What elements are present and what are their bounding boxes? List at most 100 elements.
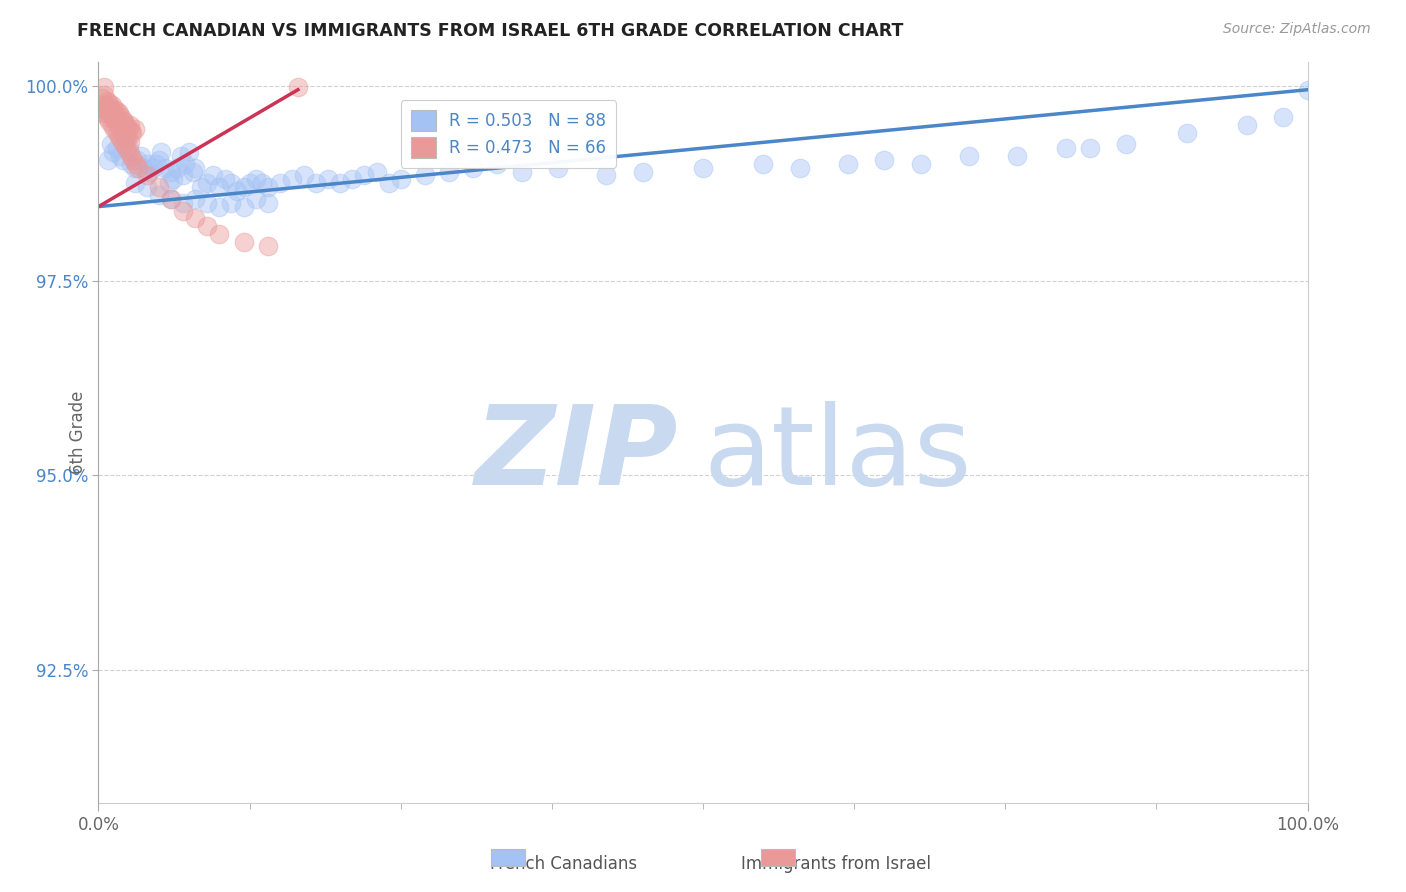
Point — [120, 157, 142, 171]
Text: FRENCH CANADIAN VS IMMIGRANTS FROM ISRAEL 6TH GRADE CORRELATION CHART: FRENCH CANADIAN VS IMMIGRANTS FROM ISRAE… — [77, 22, 904, 40]
Point — [111, 126, 134, 140]
FancyBboxPatch shape — [492, 849, 526, 866]
Point — [547, 161, 569, 175]
Point — [98, 95, 121, 110]
Text: French Canadians: French Canadians — [491, 855, 637, 872]
Point — [208, 200, 231, 214]
Point — [127, 153, 149, 167]
Point — [1007, 149, 1029, 163]
Point — [208, 180, 231, 194]
Point — [124, 121, 146, 136]
Point — [437, 164, 460, 178]
Point — [118, 135, 141, 149]
Point — [148, 188, 170, 202]
Point — [413, 169, 436, 183]
Point — [305, 176, 328, 190]
Point — [232, 200, 254, 214]
Point — [114, 133, 136, 147]
Point — [138, 164, 160, 178]
Point — [129, 149, 152, 163]
Text: Source: ZipAtlas.com: Source: ZipAtlas.com — [1223, 22, 1371, 37]
Point — [121, 126, 143, 140]
Point — [132, 161, 155, 175]
Text: ZIP: ZIP — [475, 401, 679, 508]
Point — [195, 219, 218, 233]
Point — [281, 172, 304, 186]
Point — [250, 176, 273, 190]
Point — [104, 106, 127, 120]
Point — [957, 149, 980, 163]
Point — [112, 114, 135, 128]
Point — [256, 238, 278, 252]
Point — [232, 180, 254, 194]
Point — [101, 145, 124, 159]
Point — [107, 110, 129, 124]
Point — [117, 133, 139, 147]
Point — [148, 180, 170, 194]
Point — [232, 235, 254, 249]
Point — [226, 184, 249, 198]
Point — [108, 114, 131, 128]
Point — [148, 153, 170, 167]
Point — [292, 169, 315, 183]
Point — [214, 172, 236, 186]
Text: atlas: atlas — [703, 401, 972, 508]
Point — [127, 161, 149, 175]
Point — [486, 157, 509, 171]
Point — [118, 145, 141, 159]
Point — [91, 90, 114, 104]
Point — [96, 106, 118, 120]
Point — [353, 169, 375, 183]
Point — [190, 180, 212, 194]
Legend: R = 0.503   N = 88, R = 0.473   N = 66: R = 0.503 N = 88, R = 0.473 N = 66 — [401, 101, 616, 168]
Point — [366, 164, 388, 178]
Point — [221, 176, 243, 190]
Point — [342, 172, 364, 186]
Point — [105, 126, 128, 140]
Point — [184, 192, 207, 206]
FancyBboxPatch shape — [761, 849, 794, 866]
Point — [105, 141, 128, 155]
Point — [172, 169, 194, 183]
Point — [93, 98, 115, 112]
Point — [111, 114, 134, 128]
Point — [195, 195, 218, 210]
Point — [1115, 137, 1137, 152]
Point — [118, 121, 141, 136]
Point — [145, 157, 167, 171]
Point — [115, 141, 138, 155]
Point — [118, 141, 141, 155]
Point — [837, 157, 859, 171]
Point — [125, 157, 148, 171]
Point — [93, 80, 115, 95]
Point — [107, 118, 129, 132]
Point — [100, 137, 122, 152]
Point — [97, 98, 120, 112]
Point — [124, 161, 146, 175]
Point — [135, 157, 157, 171]
Point — [150, 145, 173, 159]
Point — [93, 88, 115, 103]
Point — [124, 176, 146, 190]
Point — [94, 102, 117, 116]
Point — [118, 118, 141, 132]
Point — [184, 161, 207, 175]
Point — [101, 110, 124, 124]
Point — [114, 118, 136, 132]
Point — [103, 102, 125, 116]
Point — [1236, 118, 1258, 132]
Point — [256, 180, 278, 194]
Point — [98, 114, 121, 128]
Point — [1078, 141, 1101, 155]
Point — [153, 161, 176, 175]
Point — [1296, 83, 1319, 97]
Point — [221, 195, 243, 210]
Point — [287, 80, 309, 95]
Point — [179, 145, 201, 159]
Point — [135, 169, 157, 183]
Point — [269, 176, 291, 190]
Point — [208, 227, 231, 241]
Point — [329, 176, 352, 190]
Point — [108, 106, 131, 120]
Point — [789, 161, 811, 175]
